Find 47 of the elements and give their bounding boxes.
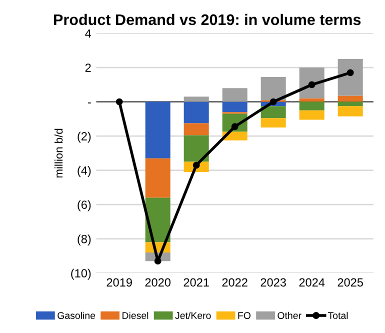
bar [299,110,324,120]
y-axis-title: million b/d [54,128,63,178]
bar [338,96,363,102]
y-tick-label: (10) [71,268,91,280]
x-tick-label: 2020 [145,278,171,287]
bar [184,102,209,124]
y-tick-label: 2 [85,64,91,72]
bar [145,102,170,158]
bar [260,106,286,118]
y-tick-label: (6) [78,200,91,212]
legend-label: Jet/Kero [175,312,211,319]
legend-label: Other [278,312,302,319]
point [346,69,354,76]
bar [260,118,286,128]
bar [260,76,286,100]
y-tick-label: (2) [78,132,91,143]
y-tick-label: (4) [78,166,91,178]
bar [299,102,324,110]
bar [145,158,170,198]
bar [222,88,248,102]
x-tick-label: 2021 [184,278,209,287]
legend-label: Total [328,312,348,319]
bar [338,106,363,116]
x-tick-label: 2022 [222,278,248,287]
legend-label: Gasoline [58,312,96,319]
bar [338,102,363,106]
bar [338,58,363,96]
point [270,98,277,106]
point [308,81,316,88]
x-tick-label: 2023 [260,278,286,287]
bar [184,96,209,102]
x-tick-label: 2024 [299,278,325,287]
legend-label: FO [238,312,250,319]
y-tick-label: - [88,102,91,104]
x-tick-label: 2019 [106,278,132,287]
x-tick-label: 2025 [338,278,363,287]
bar [299,98,324,102]
y-tick-label: (8) [78,234,91,246]
legend-label: Diesel [122,312,148,319]
point [231,123,238,130]
bar [184,135,209,162]
bar [184,123,209,136]
bar [222,102,248,112]
point [116,98,123,106]
y-tick-label: 4 [85,29,92,38]
point [154,258,162,265]
chart-title: Product Demand vs 2019: in volume terms [54,14,361,26]
